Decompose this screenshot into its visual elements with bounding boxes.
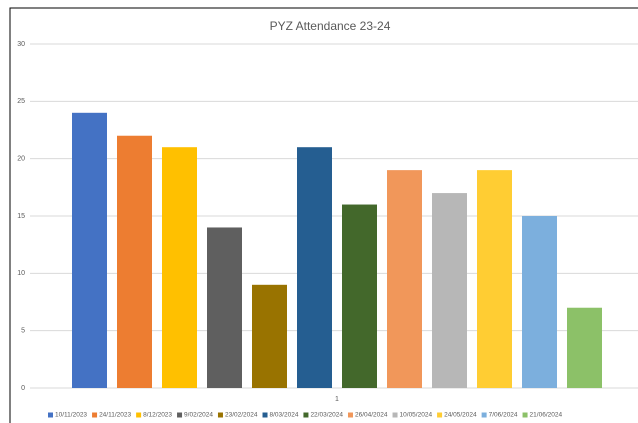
legend-label: 7/06/2024 [489,412,518,419]
bar [477,170,512,388]
bar [297,147,332,388]
legend-label: 24/11/2023 [99,412,131,419]
bar [432,193,467,388]
bar [252,284,287,388]
legend-label: 8/03/2024 [270,412,299,419]
legend-swatch [217,412,223,418]
y-tick-label: 20 [17,156,25,163]
legend-swatch [136,412,142,418]
legend-label: 23/02/2024 [225,412,258,419]
legend-swatch [481,412,487,418]
legend-swatch [522,412,528,418]
legend-swatch [303,412,309,418]
bar [522,216,557,388]
y-tick-label: 30 [17,41,25,48]
legend-label: 10/11/2023 [55,412,87,419]
y-tick-label: 5 [21,328,25,335]
bar [72,112,107,389]
y-tick-label: 0 [21,385,25,392]
bar [387,170,422,388]
bar [342,204,377,388]
legend-label: 22/03/2024 [310,412,343,419]
bar [162,147,197,388]
legend-swatch [262,412,268,418]
x-tick-label: 1 [335,396,339,403]
y-tick-label: 25 [17,98,25,105]
legend-label: 26/04/2024 [355,412,388,419]
y-tick-label: 15 [17,213,25,220]
legend-label: 8/12/2023 [143,412,172,419]
legend-label: 9/02/2024 [184,412,213,419]
legend-swatch [437,412,443,418]
bar [117,135,152,388]
legend-label: 10/05/2024 [400,412,433,419]
legend-swatch [177,412,183,418]
chart-title: PYZ Attendance 23-24 [270,19,391,33]
legend-label: 24/05/2024 [444,412,477,419]
legend-label: 21/06/2024 [530,412,563,419]
legend-swatch [347,412,353,418]
bar [567,307,602,388]
bar [207,227,242,388]
legend-swatch [48,412,53,418]
legend-swatch [92,412,98,418]
y-tick-label: 10 [17,270,25,277]
legend-swatch [392,412,398,418]
